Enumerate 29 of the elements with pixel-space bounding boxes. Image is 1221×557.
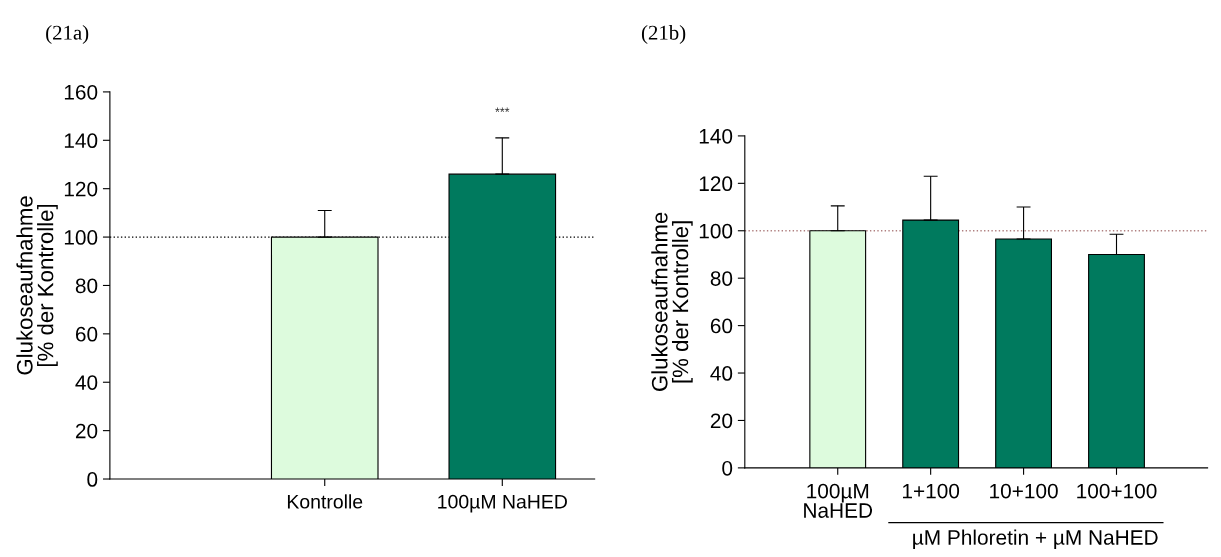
chart-title: (21a)	[46, 25, 89, 44]
text: µM Phloretin + µM NaHED	[913, 529, 1158, 549]
y-tick-label: 20	[75, 423, 98, 439]
x-tick-label: 100µM NaHED	[438, 494, 567, 513]
y-tick-label: 80	[710, 271, 733, 286]
y-tick-label: 60	[710, 318, 733, 334]
y-tick-label: 100	[64, 230, 98, 245]
y-tick-label: 140	[64, 133, 98, 149]
x-tick-label: Kontrolle	[287, 494, 363, 509]
y-tick-label: 60	[75, 326, 98, 342]
y-tick-label: 160	[64, 84, 98, 100]
y-tick-label: 40	[710, 366, 733, 381]
y-axis-title: Glukoseaufnahme [% der Kontrolle]	[651, 212, 693, 391]
x-tick-label: 1+100	[902, 483, 960, 499]
x-tick-label: 10+100	[990, 483, 1058, 499]
y-tick-label: 120	[699, 176, 733, 192]
chart-title: (21b)	[641, 25, 686, 44]
y-tick-label: 40	[75, 375, 98, 390]
y-tick-label: 20	[710, 413, 733, 429]
annotation: ***	[495, 107, 510, 112]
y-tick-label: 80	[75, 278, 98, 294]
y-tick-label: 0	[722, 460, 733, 476]
y-tick-label: 140	[699, 128, 733, 144]
y-tick-label: 100	[699, 223, 733, 239]
y-tick-label: 0	[87, 472, 98, 487]
y-tick-label: 120	[64, 181, 98, 197]
x-tick-label: 100+100	[1077, 483, 1157, 499]
x-tick-label: 100µM NaHED	[804, 483, 873, 518]
y-axis-title: Glukoseaufnahme [% der Kontrolle]	[16, 196, 58, 375]
